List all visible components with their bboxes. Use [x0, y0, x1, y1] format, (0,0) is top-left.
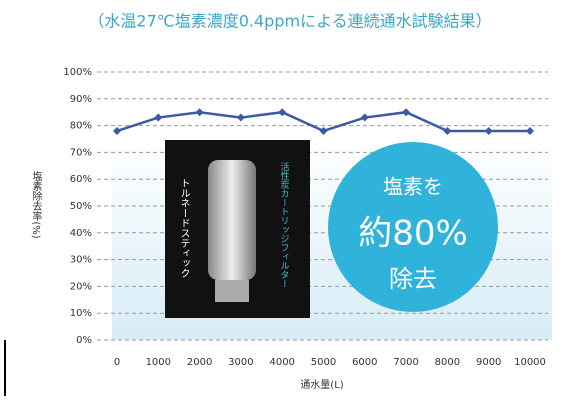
- badge-text: 塩素を: [383, 175, 443, 199]
- y-tick-label: 20%: [70, 281, 92, 292]
- product-name: トルネードスティック: [178, 178, 190, 278]
- x-tick-label: 8000: [435, 357, 460, 368]
- x-tick-label: 10000: [514, 357, 546, 368]
- badge: [328, 142, 498, 312]
- y-tick-label: 70%: [70, 147, 92, 158]
- x-tick-label: 5000: [311, 357, 336, 368]
- y-tick-label: 90%: [70, 94, 92, 105]
- point: [360, 113, 369, 122]
- y-tick-label: 10%: [70, 308, 92, 319]
- y-tick-label: 0%: [76, 335, 92, 346]
- product-image: [208, 160, 256, 280]
- y-tick-label: 80%: [70, 121, 92, 132]
- badge-text: 約80%: [358, 214, 468, 254]
- x-tick-label: 3000: [228, 357, 253, 368]
- x-tick-label: 6000: [352, 357, 377, 368]
- point: [443, 126, 452, 135]
- x-tick-label: 7000: [393, 357, 418, 368]
- point: [278, 108, 287, 117]
- point: [402, 108, 411, 117]
- x-axis-label: 通水量(L): [300, 379, 343, 391]
- point: [236, 113, 245, 122]
- y-tick-label: 100%: [63, 67, 92, 78]
- badge-text: 除去: [389, 265, 437, 293]
- point: [484, 126, 493, 135]
- x-tick-label: 9000: [476, 357, 501, 368]
- y-tick-label: 30%: [70, 255, 92, 266]
- product-cap: [215, 280, 249, 302]
- y-tick-label: 40%: [70, 228, 92, 239]
- point: [113, 126, 121, 135]
- product-desc: 活性炭カートリッジフィルター: [279, 161, 290, 288]
- x-tick-label: 2000: [187, 357, 212, 368]
- point: [526, 126, 534, 135]
- x-tick-label: 4000: [269, 357, 294, 368]
- x-tick-label: 1000: [146, 357, 171, 368]
- y-axis-label: 塩素除去率(%): [30, 170, 42, 239]
- point: [195, 108, 204, 117]
- y-tick-label: 50%: [70, 201, 92, 212]
- x-tick-label: 0: [114, 357, 120, 368]
- point: [319, 126, 328, 135]
- point: [154, 113, 163, 122]
- y-tick-label: 60%: [70, 174, 92, 185]
- chart-title: （水温27℃塩素濃度0.4ppmによる連続通水試験結果）: [88, 12, 491, 31]
